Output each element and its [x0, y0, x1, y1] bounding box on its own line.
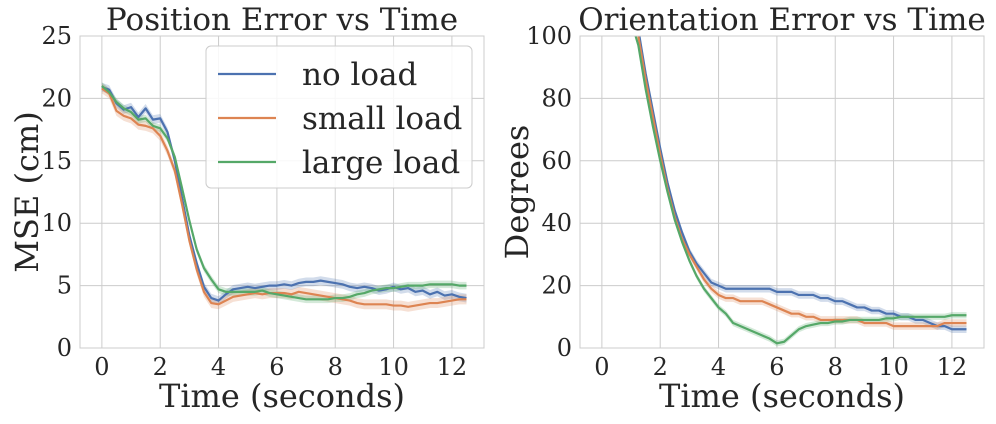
line-small-load: [101, 87, 467, 308]
line-no-load: [101, 86, 467, 302]
chart-title: Position Error vs Time: [106, 2, 458, 38]
x-tick-labels: 0 2 4 6 8 10 12: [94, 353, 467, 381]
y-tick-label: 0: [557, 334, 572, 362]
confidence-bands: [634, 36, 967, 347]
x-tick-label: 6: [269, 353, 284, 381]
series-lines: [634, 36, 967, 345]
x-tick-label: 10: [878, 353, 909, 381]
legend-box: [205, 45, 473, 189]
x-tick-label: 12: [437, 353, 468, 381]
y-tick-label: 0: [57, 334, 72, 362]
y-tick-label: 15: [41, 147, 72, 175]
y-tick-labels: 0 20 40 60 80 100: [526, 22, 572, 362]
legend: no load small load large load: [205, 45, 473, 189]
y-tick-label: 60: [541, 147, 572, 175]
x-tick-label: 10: [378, 353, 409, 381]
x-tick-label: 0: [94, 353, 109, 381]
series-lines: [101, 85, 467, 308]
plot-area: [580, 36, 984, 348]
x-tick-label: 2: [153, 353, 168, 381]
y-tick-label: 5: [57, 272, 72, 300]
x-tick-labels: 0 2 4 6 8 10 12: [594, 353, 967, 381]
x-tick-label: 12: [937, 353, 968, 381]
x-axis-label: Time (seconds): [159, 377, 405, 415]
legend-label-no-load: no load: [302, 57, 417, 93]
line-large-load: [634, 36, 967, 345]
x-tick-label: 2: [653, 353, 668, 381]
x-tick-label: 4: [211, 353, 226, 381]
x-tick-label: 4: [711, 353, 726, 381]
y-tick-label: 20: [541, 272, 572, 300]
position-error-chart: 0 2 4 6 8 10 12 0 5 10 15 20 25 Position Error vs T…: [8, 2, 485, 415]
y-axis-label: MSE (cm): [8, 111, 46, 272]
y-tick-label: 10: [41, 209, 72, 237]
orientation-error-chart: 0 2 4 6 8 10 12 0 20 40 60 80 100 Orientation Error…: [498, 2, 986, 415]
band-large-load: [101, 82, 467, 304]
legend-label-small-load: small load: [302, 101, 462, 137]
plot-frame: [79, 35, 485, 349]
y-tick-label: 80: [541, 84, 572, 112]
x-tick-label: 8: [328, 353, 343, 381]
y-axis-label: Degrees: [498, 125, 536, 260]
x-tick-label: 6: [769, 353, 784, 381]
chart-title: Orientation Error vs Time: [578, 2, 985, 38]
line-large-load: [101, 85, 467, 301]
y-tick-label: 20: [41, 84, 72, 112]
y-tick-label: 25: [41, 22, 72, 50]
y-tick-label: 100: [526, 22, 572, 50]
x-tick-label: 0: [594, 353, 609, 381]
legend-label-large-load: large load: [302, 145, 460, 181]
plot-frame: [579, 35, 985, 349]
line-small-load: [637, 36, 967, 328]
band-large-load: [634, 36, 967, 347]
x-tick-label: 8: [828, 353, 843, 381]
y-tick-labels: 0 5 10 15 20 25: [41, 22, 72, 362]
y-tick-label: 40: [541, 209, 572, 237]
x-axis-label: Time (seconds): [659, 377, 905, 415]
